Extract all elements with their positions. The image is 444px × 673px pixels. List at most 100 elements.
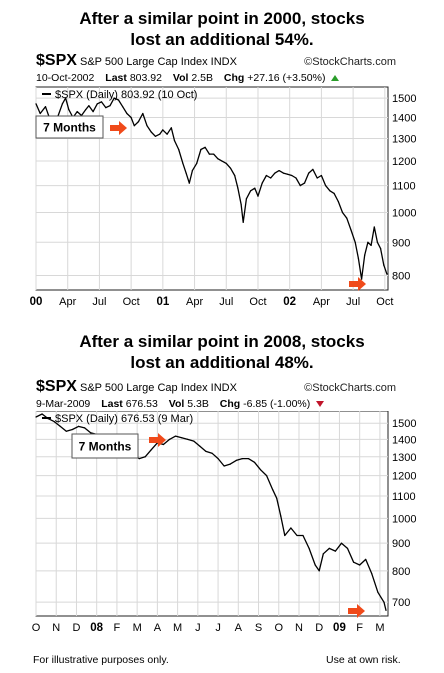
- x-tick-label: Oct: [123, 296, 140, 308]
- data-point: [221, 160, 223, 162]
- chg-label: Chg: [219, 398, 241, 410]
- y-tick-label: 1400: [392, 434, 416, 446]
- data-point: [346, 547, 349, 549]
- data-point: [53, 421, 55, 423]
- footer-disclaimer-left: For illustrative purposes only.: [33, 654, 169, 666]
- last-value: 676.53: [125, 398, 158, 410]
- x-tick-label: Jul: [346, 296, 360, 308]
- chg-value: +27.16 (+3.50%): [247, 72, 326, 84]
- data-point: [65, 430, 67, 432]
- down-triangle-icon: [316, 401, 325, 407]
- data-point: [386, 273, 388, 275]
- data-point: [229, 463, 231, 465]
- x-tick-label: O: [274, 622, 283, 634]
- data-point: [329, 190, 331, 192]
- y-tick-label: 800: [392, 566, 410, 578]
- last-value: 803.92: [129, 72, 162, 84]
- data-point: [253, 461, 256, 463]
- callout-box: [35, 115, 104, 139]
- y-tick-label: 900: [392, 538, 410, 550]
- data-point: [159, 133, 161, 135]
- data-point: [266, 475, 268, 477]
- data-point: [254, 187, 256, 189]
- data-point: [84, 427, 86, 429]
- data-point: [88, 105, 90, 107]
- x-tick-label: N: [295, 622, 303, 634]
- data-point: [92, 111, 94, 113]
- vol-value: 5.3B: [187, 398, 209, 410]
- data-point: [41, 413, 43, 415]
- data-point: [291, 174, 293, 177]
- legend-label: $SPX (Daily) 803.92 (10 Oct): [55, 89, 197, 101]
- data-point: [296, 534, 298, 537]
- x-tick-label: D: [315, 622, 323, 634]
- data-point: [334, 550, 336, 552]
- data-point: [126, 112, 128, 115]
- ticker-symbol: $SPX: [36, 52, 77, 69]
- data-point: [380, 248, 382, 250]
- data-point: [235, 459, 237, 461]
- data-point: [229, 167, 232, 169]
- data-point: [44, 106, 47, 108]
- data-point: [312, 168, 314, 170]
- data-point: [353, 561, 355, 563]
- index-name: S&P 500 Large Cap Index INDX: [80, 56, 237, 68]
- vol-value: 2.5B: [191, 72, 213, 84]
- data-point: [373, 226, 375, 228]
- data-point: [146, 125, 148, 127]
- data-point: [90, 432, 92, 434]
- data-point: [61, 103, 64, 105]
- headline-bottom: After a similar point in 2008, stocks lo…: [0, 331, 444, 373]
- data-point: [170, 127, 172, 129]
- data-point: [357, 257, 359, 259]
- data-point: [333, 192, 335, 194]
- x-tick-label: Apr: [313, 296, 330, 308]
- y-tick-label: 700: [392, 597, 410, 609]
- y-tick-label: 1100: [392, 181, 416, 193]
- data-point: [234, 174, 236, 177]
- data-point: [71, 428, 73, 431]
- data-point: [77, 425, 80, 427]
- y-tick-label: 800: [392, 271, 410, 283]
- data-point: [200, 148, 202, 151]
- data-point: [340, 542, 343, 544]
- x-tick-label: A: [235, 622, 243, 634]
- data-point: [346, 217, 348, 219]
- data-point: [337, 200, 339, 203]
- data-point: [303, 182, 306, 184]
- data-point: [322, 553, 324, 555]
- data-point: [270, 177, 272, 179]
- x-tick-label: M: [173, 622, 182, 634]
- data-point: [365, 558, 367, 560]
- data-point: [276, 497, 278, 499]
- data-point: [367, 241, 369, 243]
- data-point: [290, 527, 292, 529]
- headline-bottom-line1: After a similar point in 2008, stocks: [79, 332, 365, 351]
- quote-date: 9-Mar-2009: [36, 398, 91, 410]
- data-point: [175, 435, 177, 437]
- quote-row: 9-Mar-2009 Last 676.53 Vol 5.3B Chg -6.8…: [36, 398, 396, 410]
- data-point: [257, 195, 259, 197]
- data-point: [245, 198, 247, 200]
- x-tick-label: Apr: [59, 296, 76, 308]
- data-point: [247, 458, 249, 460]
- data-point: [250, 190, 252, 192]
- price-line: [35, 97, 388, 280]
- data-point: [173, 140, 176, 142]
- arrow-icon: [149, 433, 166, 447]
- data-point: [162, 129, 164, 131]
- data-point: [260, 469, 262, 471]
- y-tick-label: 1200: [392, 471, 416, 483]
- data-point: [187, 438, 189, 440]
- data-point: [208, 153, 210, 155]
- y-tick-label: 1400: [392, 113, 416, 125]
- x-tick-label: 08: [90, 622, 103, 634]
- ticker-symbol: $SPX: [36, 378, 77, 395]
- quote-date: 10-Oct-2002: [36, 72, 95, 84]
- data-point: [85, 109, 87, 111]
- data-point: [278, 170, 280, 172]
- quote-row: 10-Oct-2002 Last 803.92 Vol 2.5B Chg +27…: [36, 72, 396, 84]
- data-point: [68, 109, 70, 111]
- index-name: S&P 500 Large Cap Index INDX: [80, 382, 237, 394]
- callout-label: 7 Months: [79, 440, 132, 454]
